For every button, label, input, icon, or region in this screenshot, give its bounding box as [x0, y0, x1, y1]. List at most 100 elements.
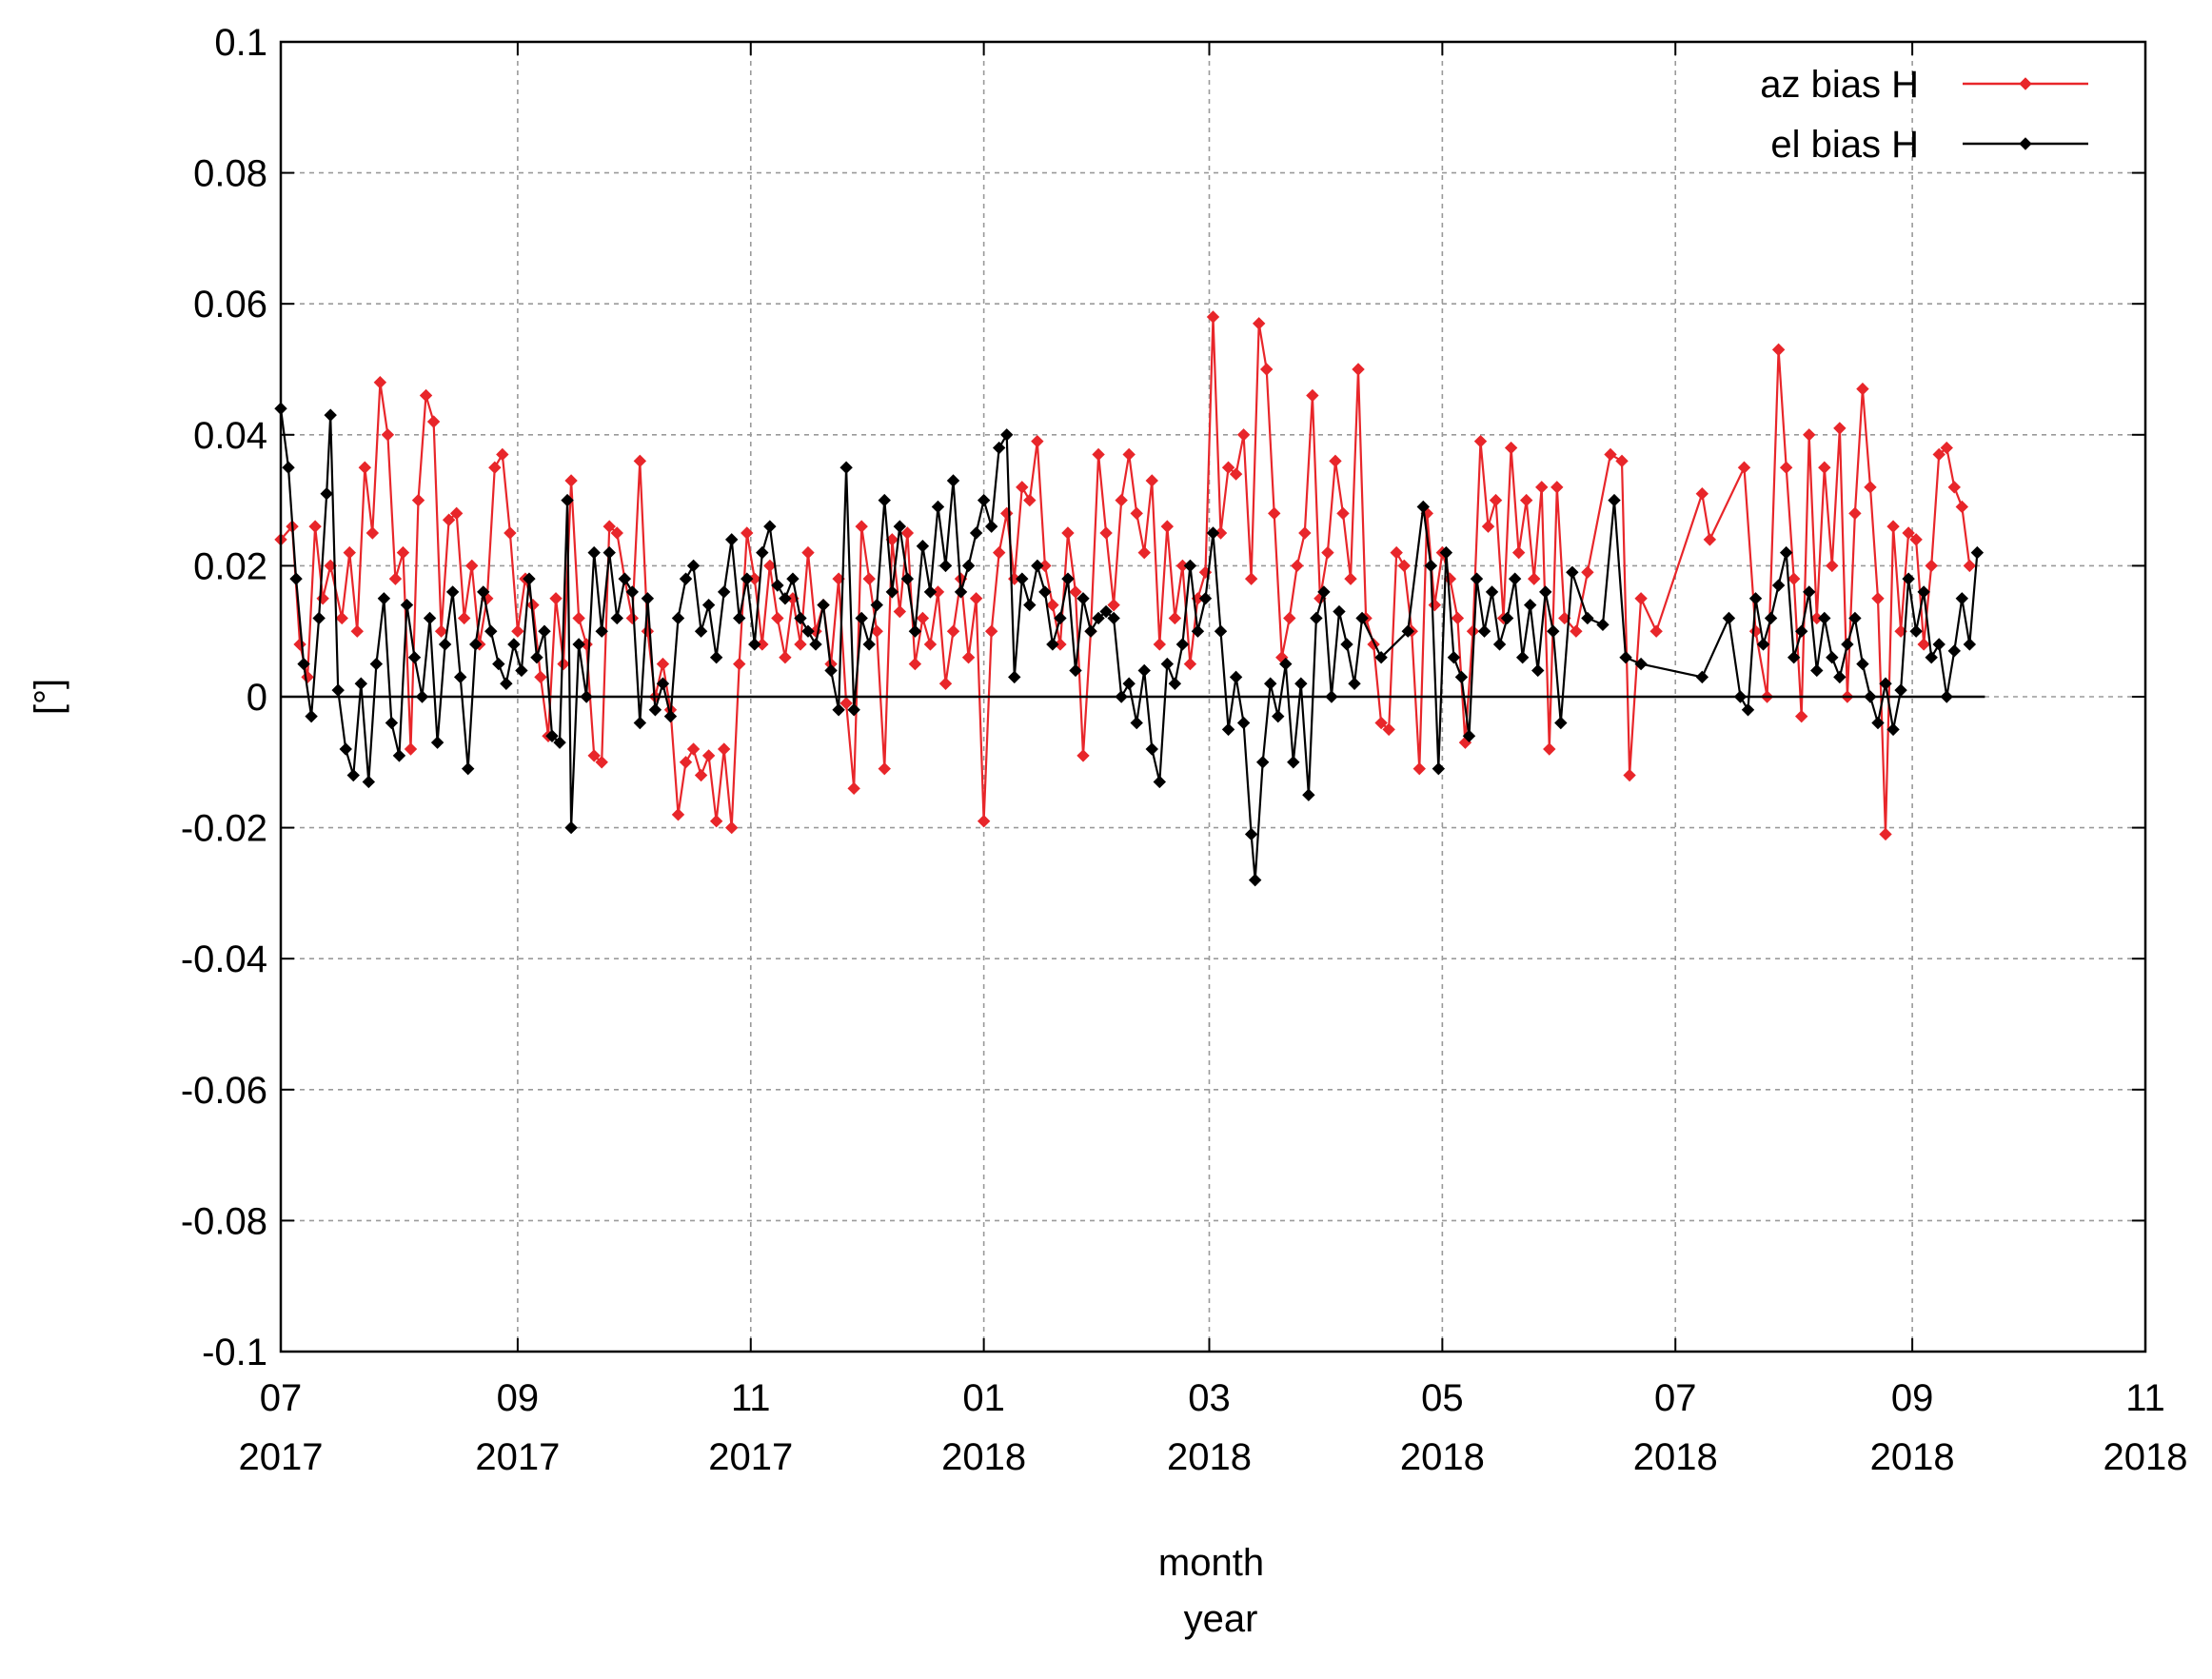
tick-labels: -0.1 -0.08 -0.06 -0.04 -0.02 0 0.02 0.04 0.06 0.0…	[181, 22, 2188, 1478]
data-point	[633, 454, 647, 468]
data-point	[855, 611, 868, 625]
data-point	[445, 585, 460, 599]
data-point	[438, 638, 452, 651]
data-point	[1695, 487, 1709, 501]
data-point	[1198, 592, 1213, 605]
data-point	[1795, 709, 1808, 723]
data-point	[297, 657, 310, 671]
data-point	[1481, 520, 1495, 533]
data-point	[1092, 447, 1105, 462]
data-point	[724, 820, 739, 835]
data-point	[1856, 382, 1869, 396]
data-point	[694, 768, 708, 782]
data-point	[878, 761, 891, 776]
data-point	[1424, 559, 1438, 573]
x-tick-label-month: 11	[731, 1377, 771, 1419]
data-point	[507, 638, 521, 651]
data-point	[1570, 624, 1583, 638]
data-point	[618, 572, 631, 585]
data-point	[339, 742, 352, 756]
data-point	[346, 768, 360, 782]
data-point	[1447, 651, 1461, 664]
data-point	[832, 703, 845, 717]
data-point	[1543, 742, 1556, 756]
data-point	[1374, 716, 1388, 730]
data-point	[1940, 441, 1953, 455]
y-tick-label: 0	[247, 677, 267, 719]
data-point	[523, 572, 536, 585]
data-point	[289, 572, 303, 585]
data-point	[407, 651, 422, 664]
data-point	[511, 624, 524, 638]
data-point	[411, 493, 425, 507]
data-point	[1023, 493, 1037, 507]
data-point	[564, 474, 578, 487]
data-point	[946, 624, 960, 638]
data-point	[1833, 670, 1847, 684]
data-point	[984, 624, 998, 638]
x-tick-label-month: 09	[497, 1377, 540, 1419]
series-el-bias-h	[274, 402, 1985, 887]
data-point	[1947, 481, 1961, 494]
data-point	[1909, 624, 1923, 638]
data-point	[1076, 749, 1090, 762]
data-point	[1879, 677, 1892, 690]
data-point	[602, 520, 616, 533]
data-point	[1470, 572, 1484, 585]
data-point	[1539, 585, 1552, 599]
data-point	[1737, 461, 1751, 474]
data-point	[1137, 663, 1151, 678]
data-point	[679, 756, 693, 769]
data-point	[908, 657, 922, 671]
data-point	[1310, 611, 1323, 625]
data-point	[1519, 493, 1533, 507]
data-point	[1069, 585, 1082, 599]
data-point	[1340, 638, 1353, 651]
legend: az bias H el bias H	[1760, 64, 2088, 166]
x-tick-label-month: 07	[1654, 1377, 1697, 1419]
data-point	[801, 545, 815, 560]
data-point	[1925, 651, 1938, 664]
data-point	[1833, 422, 1847, 435]
data-point	[538, 624, 551, 638]
data-point	[1489, 493, 1503, 507]
data-point	[1130, 716, 1143, 730]
data-point	[1122, 447, 1136, 462]
data-point	[954, 585, 968, 599]
data-point	[786, 572, 800, 585]
data-point	[923, 638, 938, 651]
data-point	[282, 461, 295, 474]
data-point	[1206, 310, 1220, 324]
data-point	[1206, 526, 1220, 540]
data-point	[1566, 565, 1579, 579]
data-point	[916, 611, 930, 625]
data-point	[1031, 434, 1044, 448]
data-point	[992, 441, 1006, 455]
data-point	[381, 428, 395, 442]
x-axis-title: month	[1158, 1542, 1264, 1584]
data-point	[388, 572, 403, 585]
x-tick-label-month: 01	[962, 1377, 1005, 1419]
data-point	[1554, 716, 1568, 730]
data-point	[1153, 638, 1167, 651]
data-point	[301, 670, 314, 684]
data-point	[1871, 592, 1885, 605]
data-point	[400, 598, 414, 612]
data-point	[1355, 611, 1369, 625]
data-point	[1803, 428, 1816, 442]
data-point	[1244, 572, 1258, 585]
data-point	[1244, 827, 1258, 841]
data-point	[855, 520, 868, 533]
data-point	[496, 447, 509, 462]
data-point	[492, 657, 505, 671]
data-point	[1848, 506, 1862, 521]
y-tick-label: -0.02	[181, 808, 267, 850]
data-point	[641, 592, 655, 605]
data-point	[1336, 506, 1350, 521]
data-point	[1333, 604, 1346, 619]
data-point	[358, 461, 372, 474]
data-point	[847, 703, 860, 717]
data-point	[1886, 520, 1900, 533]
data-point	[385, 716, 399, 730]
